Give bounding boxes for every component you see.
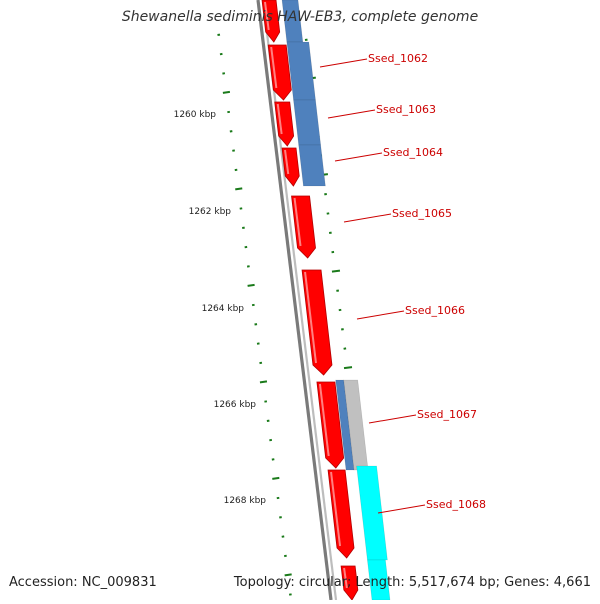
gene-label: Ssed_1067 [417, 408, 477, 421]
accession-text: Accession: NC_009831 [9, 575, 157, 590]
gene-leader-line [369, 415, 416, 423]
ruler-label: 1260 kbp [174, 110, 217, 120]
gene-label: Ssed_1066 [405, 304, 465, 317]
genome-summary-text: Topology: circular; Length: 5,517,674 bp… [234, 575, 591, 590]
inner-tick-mark [332, 271, 340, 272]
outer-tick-mark [272, 478, 279, 479]
gene-leader-line [335, 153, 382, 161]
ruler-label: 1262 kbp [189, 207, 232, 217]
outer-tick-mark [248, 285, 255, 286]
gene-leader-line [328, 110, 375, 118]
blast-hit-block [299, 145, 326, 186]
gene-leader-line [378, 505, 425, 513]
gene-label: Ssed_1062 [368, 52, 428, 65]
gene-label: Ssed_1063 [376, 103, 436, 116]
outer-tick-mark [260, 381, 267, 382]
cyan-feature-block [357, 466, 388, 560]
gene-leader-line [357, 311, 404, 319]
outer-tick-mark [223, 92, 230, 93]
blast-hit-block [294, 100, 321, 145]
gene-leader-line [320, 59, 367, 67]
ruler-label: 1264 kbp [202, 304, 245, 314]
map-title: Shewanella sediminis HAW-EB3, complete g… [0, 9, 600, 25]
outer-tick-mark [235, 188, 242, 189]
ruler-label-layer: 1260 kbp 1262 kbp 1264 kbp 1266 kbp 1268 kbp [174, 110, 267, 506]
gene-leader-line [344, 214, 391, 222]
inner-tick-mark [344, 367, 352, 368]
gene-label: Ssed_1068 [426, 498, 486, 511]
ruler-label: 1268 kbp [224, 496, 267, 506]
blast-hit-block [287, 42, 316, 100]
gene-label: Ssed_1065 [392, 207, 452, 220]
gene-label: Ssed_1064 [383, 146, 443, 159]
ruler-label: 1266 kbp [214, 400, 257, 410]
